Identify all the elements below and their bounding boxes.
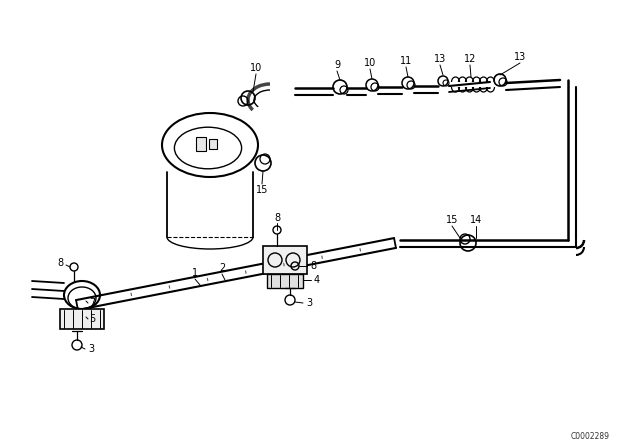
Text: 14: 14 bbox=[470, 215, 482, 225]
Text: 10: 10 bbox=[364, 58, 376, 68]
Bar bbox=[263, 246, 307, 274]
Text: 8: 8 bbox=[310, 261, 316, 271]
Text: 2: 2 bbox=[219, 263, 225, 273]
Bar bbox=[209, 139, 217, 149]
Bar bbox=[267, 274, 303, 288]
Text: 9: 9 bbox=[334, 60, 340, 70]
Bar bbox=[196, 137, 206, 151]
Text: 13: 13 bbox=[514, 52, 526, 62]
Text: 1: 1 bbox=[192, 268, 198, 278]
Text: 10: 10 bbox=[250, 63, 262, 73]
Text: 15: 15 bbox=[256, 185, 268, 195]
Text: 4: 4 bbox=[314, 275, 320, 285]
Text: 11: 11 bbox=[400, 56, 412, 66]
Bar bbox=[60, 309, 104, 329]
Text: 7: 7 bbox=[89, 298, 95, 308]
Text: 13: 13 bbox=[434, 54, 446, 64]
Text: 3: 3 bbox=[306, 298, 312, 308]
Text: 12: 12 bbox=[464, 54, 476, 64]
Text: 3: 3 bbox=[88, 344, 94, 354]
Text: 5: 5 bbox=[89, 314, 95, 324]
Text: 8: 8 bbox=[274, 213, 280, 223]
Text: C0002289: C0002289 bbox=[570, 431, 609, 440]
Text: 15: 15 bbox=[446, 215, 458, 225]
Text: 8: 8 bbox=[57, 258, 63, 268]
